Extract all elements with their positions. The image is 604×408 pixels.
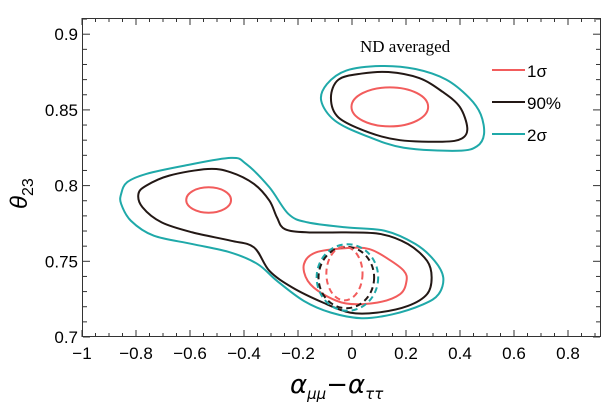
- contour-1sigma-left: [185, 186, 233, 214]
- x-tick-label: −0.2: [281, 344, 315, 363]
- y-tick-label: 0.85: [45, 101, 78, 120]
- x-axis-label-sub2: ττ: [365, 385, 384, 403]
- y-tick-label: 0.75: [45, 252, 78, 271]
- chart-title: ND averaged: [360, 37, 451, 56]
- x-tick-label: −1: [72, 344, 91, 363]
- contour-2sigma-lower: [119, 156, 445, 320]
- legend-label: 1σ: [527, 62, 547, 81]
- x-tick-label: −0.8: [119, 344, 153, 363]
- contour-2sigma-dashed: [315, 243, 380, 312]
- x-axis-label-minus: −: [326, 370, 348, 400]
- x-tick-label: 0.6: [502, 344, 526, 363]
- x-axis-label-alpha2: α: [348, 370, 365, 400]
- y-axis-label-sub: 23: [20, 178, 37, 196]
- contour-1sigma-upper: [350, 86, 430, 128]
- contour-90-upper: [329, 70, 469, 143]
- x-tick-label: −0.4: [227, 344, 261, 363]
- x-tick-label: 0: [347, 344, 356, 363]
- y-tick-label: 0.8: [54, 177, 78, 196]
- y-axis-label-main: θ: [6, 196, 33, 209]
- x-tick-label: −0.6: [173, 344, 207, 363]
- legend: 1σ 90% 2σ: [492, 62, 561, 145]
- plot-frame: [82, 18, 601, 337]
- contour-lines: [119, 64, 486, 320]
- contour-90-dashed: [317, 245, 376, 310]
- axis-ticks: [81, 18, 600, 338]
- y-tick-label: 0.9: [54, 25, 78, 44]
- x-tick-label: 0.8: [556, 344, 580, 363]
- contour-1sigma-dashed: [325, 245, 364, 302]
- contour-90-lower: [137, 167, 433, 315]
- legend-label: 2σ: [527, 126, 547, 145]
- legend-label: 90%: [527, 94, 561, 113]
- contour-2sigma-upper: [319, 64, 486, 152]
- x-axis-label-sub1: μμ: [306, 385, 326, 403]
- x-axis-label: αμμ−αττ: [290, 370, 384, 403]
- x-axis-label-alpha1: α: [290, 370, 307, 400]
- y-axis-label: θ23: [6, 178, 37, 209]
- y-tick-label: 0.7: [54, 328, 78, 347]
- x-tick-label: 0.2: [394, 344, 418, 363]
- tick-labels: −1 −0.8 −0.6 −0.4 −0.2 0 0.2 0.4 0.6 0.8 0.7 0.75 0.…: [45, 25, 580, 363]
- x-tick-label: 0.4: [448, 344, 472, 363]
